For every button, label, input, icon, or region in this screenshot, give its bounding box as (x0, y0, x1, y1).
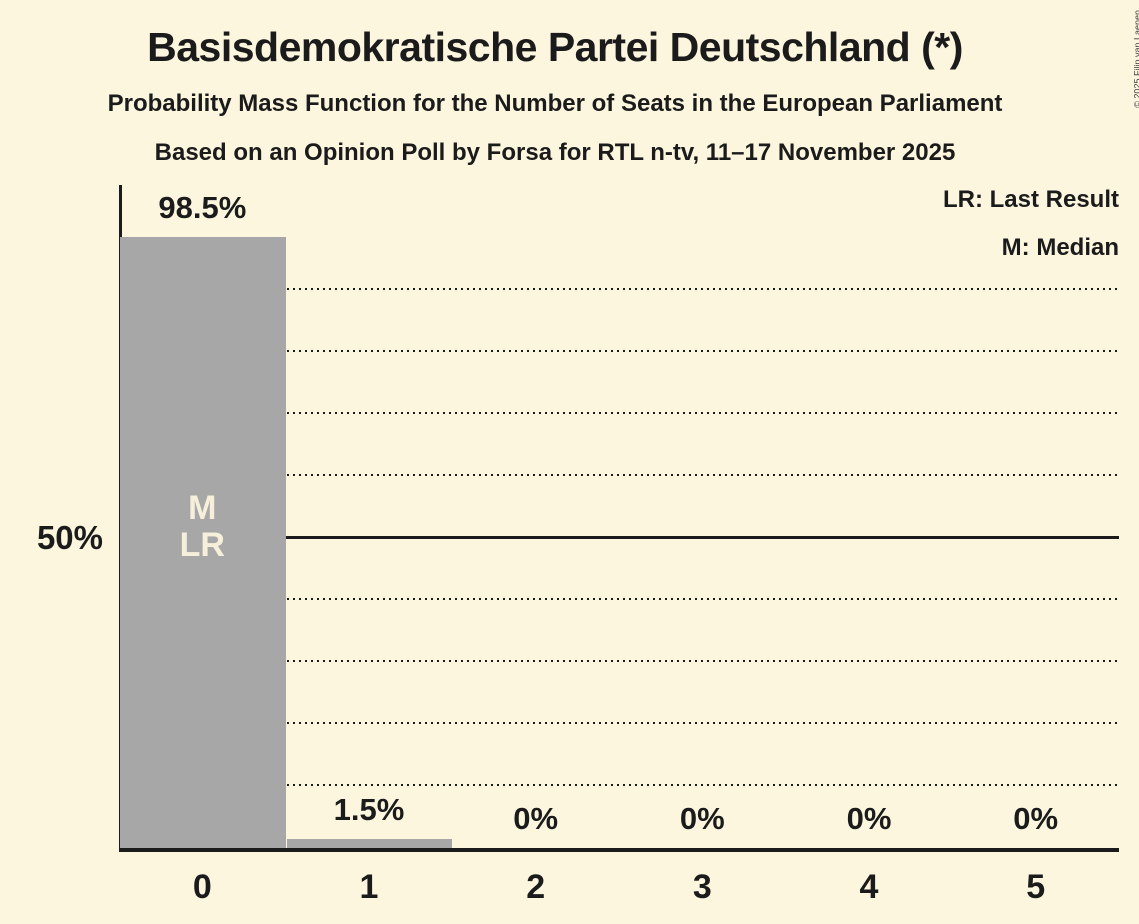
bar-annotation-0: M LR (119, 221, 286, 832)
gridline-20pct (119, 722, 1119, 724)
copyright-notice: © 2025 Filip van Laenen (1133, 10, 1139, 108)
x-tick-label-2: 2 (526, 868, 546, 906)
bar-value-label-3: 0% (679, 801, 725, 836)
bar-value-label-4: 0% (846, 801, 892, 836)
gridline-70pct (119, 412, 1119, 414)
y-axis-label-50pct: 50% (36, 519, 103, 556)
gridline-90pct (119, 288, 1119, 290)
gridline-60pct (119, 474, 1119, 476)
bar-value-label-2: 0% (513, 801, 559, 836)
x-tick-label-3: 3 (692, 868, 712, 906)
x-tick-label-5: 5 (1026, 868, 1046, 906)
bar-value-label-5: 0% (1013, 801, 1059, 836)
x-tick-label-4: 4 (859, 868, 879, 906)
chart-source-line: Based on an Opinion Poll by Forsa for RT… (154, 139, 956, 166)
bar-seats-0 (120, 237, 286, 848)
chart-title: Basisdemokratische Partei Deutschland (*… (147, 24, 963, 70)
bar-annotation-line-median: M (188, 488, 217, 527)
legend-median: M: Median (1001, 234, 1119, 261)
x-axis-line (119, 848, 1119, 852)
bar-value-label-1: 1.5% (333, 791, 405, 827)
chart-subtitle: Probability Mass Function for the Number… (107, 90, 1003, 117)
gridline-30pct (119, 660, 1119, 662)
plot-area: 98.5% M LR 0 1.5% 1 0% 2 0% 3 0% 4 0% 5 (119, 185, 1119, 906)
gridline-10pct (119, 784, 1119, 786)
legend-last-result: LR: Last Result (942, 186, 1119, 213)
bar-value-label-0: 98.5% (158, 190, 247, 226)
gridline-40pct (119, 598, 1119, 600)
gridline-50pct-solid (119, 536, 1119, 539)
x-tick-label-0: 0 (192, 868, 212, 906)
bar-seats-1 (286, 838, 453, 848)
gridline-80pct (119, 350, 1119, 352)
x-tick-label-1: 1 (359, 868, 379, 906)
bar-annotation-line-last-result: LR (179, 525, 225, 564)
